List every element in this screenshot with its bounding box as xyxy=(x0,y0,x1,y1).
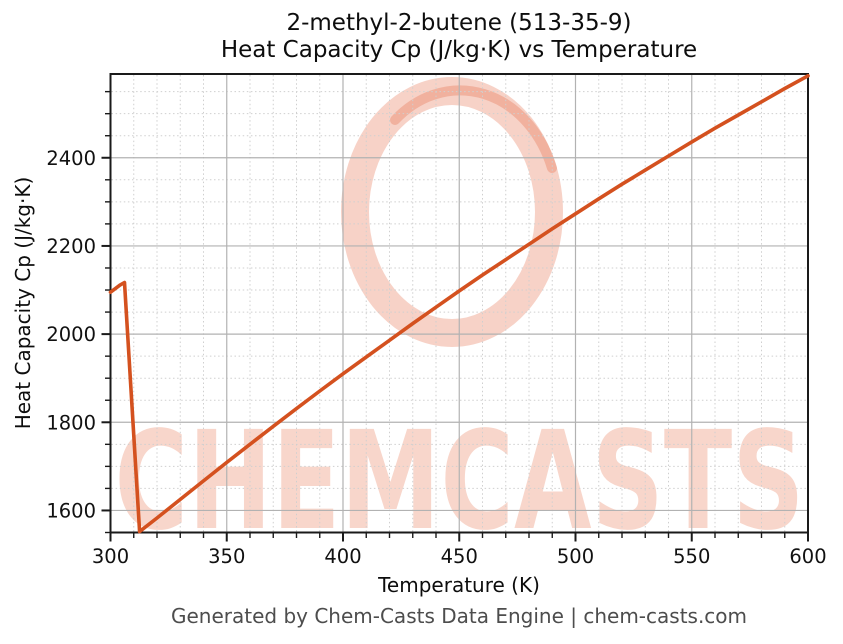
footer-credit: Generated by Chem-Casts Data Engine | ch… xyxy=(170,604,748,628)
x-tick-label: 500 xyxy=(557,545,594,568)
chart-title: 2-methyl-2-butene (513-35-9) Heat Capaci… xyxy=(221,10,697,64)
cp-curve xyxy=(108,74,810,534)
watermark-ring-arc-icon xyxy=(390,85,557,173)
chart-title-line2: Heat Capacity Cp (J/kg·K) vs Temperature xyxy=(220,37,698,63)
y-tick-label: 1800 xyxy=(46,411,96,434)
x-tick-label: 400 xyxy=(324,545,361,568)
plot-border xyxy=(109,73,809,534)
y-tick-label: 2400 xyxy=(46,147,96,170)
x-tick-label: 550 xyxy=(673,545,710,568)
watermark-ring-icon xyxy=(341,77,563,347)
y-tick-label: 2000 xyxy=(46,323,96,346)
y-tick-label: 2200 xyxy=(46,235,96,258)
x-tick-label: 350 xyxy=(208,545,245,568)
x-axis-label: Temperature (K) xyxy=(378,573,540,597)
chart-title-line1: 2-methyl-2-butene (513-35-9) xyxy=(286,10,632,36)
y-axis-label: Heat Capacity Cp (J/kg·K) xyxy=(11,176,35,430)
x-tick-label: 300 xyxy=(92,545,129,568)
y-tick-label: 1600 xyxy=(46,499,96,522)
x-tick-label: 600 xyxy=(789,545,826,568)
x-tick-label: 450 xyxy=(441,545,478,568)
